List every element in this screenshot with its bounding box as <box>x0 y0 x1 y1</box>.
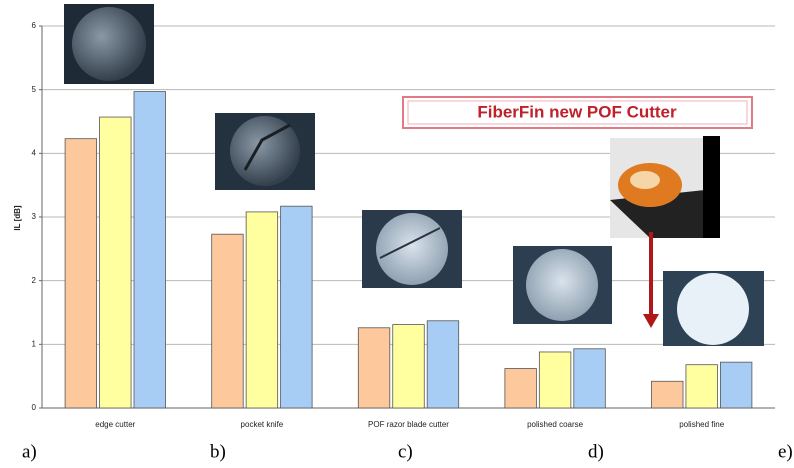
photo-fiber <box>526 249 598 321</box>
y-tick-label: 2 <box>32 276 37 285</box>
chart: 0 1 2 3 4 5 6 edge cutter pocket knife POF razor … <box>0 0 794 468</box>
y-tick-label: 4 <box>32 148 37 157</box>
panel-label: d) <box>588 441 604 462</box>
photo-fiber <box>72 7 146 81</box>
arrow-head <box>643 314 659 328</box>
callout: FiberFin new POF Cutter <box>477 102 677 121</box>
y-tick-label: 0 <box>32 403 37 412</box>
bar <box>134 92 166 408</box>
panel-label: a) <box>22 441 37 462</box>
bar <box>539 352 571 408</box>
bar <box>281 206 313 408</box>
panel-label: e) <box>778 441 793 462</box>
y-tick-label: 6 <box>32 21 37 30</box>
y-tick-label: 5 <box>32 85 37 94</box>
bar <box>393 325 425 408</box>
x-tick-label: polished coarse <box>527 420 584 429</box>
fiber-photos <box>64 4 764 346</box>
bar <box>686 365 718 408</box>
panel-label: b) <box>210 441 226 462</box>
bar <box>720 362 752 408</box>
bar <box>65 139 97 408</box>
bar <box>651 381 683 408</box>
y-axis-label: IL [dB] <box>13 205 22 231</box>
y-tick-label: 1 <box>32 339 37 348</box>
x-tick-label: POF razor blade cutter <box>368 420 449 429</box>
bar <box>427 321 459 408</box>
cutter-photo-detail <box>630 171 660 189</box>
bar <box>358 328 390 408</box>
bar <box>574 349 606 408</box>
bar <box>246 212 278 408</box>
photo-fiber <box>677 273 749 345</box>
cutter-photo-bar <box>703 136 720 238</box>
x-tick-label: edge cutter <box>95 420 135 429</box>
bar <box>100 117 132 408</box>
x-tick-label: pocket knife <box>241 420 284 429</box>
bar <box>505 369 537 408</box>
x-tick-label: polished fine <box>679 420 724 429</box>
bar <box>212 234 244 408</box>
y-tick-label: 3 <box>32 212 37 221</box>
panel-label: c) <box>398 441 413 462</box>
photo-fiber <box>376 213 448 285</box>
